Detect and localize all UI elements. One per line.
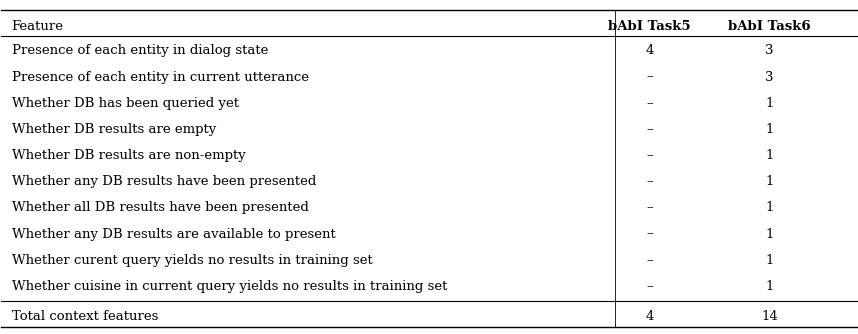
Text: –: – [646, 201, 653, 214]
Text: Whether any DB results are available to present: Whether any DB results are available to … [12, 227, 335, 240]
Text: Whether curent query yields no results in training set: Whether curent query yields no results i… [12, 254, 372, 267]
Text: –: – [646, 149, 653, 162]
Text: –: – [646, 280, 653, 293]
Text: –: – [646, 175, 653, 188]
Text: –: – [646, 123, 653, 136]
Text: Feature: Feature [12, 20, 63, 33]
Text: Whether all DB results have been presented: Whether all DB results have been present… [12, 201, 309, 214]
Text: Presence of each entity in current utterance: Presence of each entity in current utter… [12, 70, 309, 84]
Text: 4: 4 [645, 44, 654, 57]
Text: Whether DB results are empty: Whether DB results are empty [12, 123, 216, 136]
Text: 1: 1 [765, 280, 774, 293]
Text: –: – [646, 254, 653, 267]
Text: 1: 1 [765, 149, 774, 162]
Text: 1: 1 [765, 201, 774, 214]
Text: 1: 1 [765, 123, 774, 136]
Text: Whether any DB results have been presented: Whether any DB results have been present… [12, 175, 316, 188]
Text: 1: 1 [765, 254, 774, 267]
Text: 3: 3 [765, 70, 774, 84]
Text: –: – [646, 70, 653, 84]
Text: –: – [646, 227, 653, 240]
Text: 4: 4 [645, 310, 654, 323]
Text: 3: 3 [765, 44, 774, 57]
Text: –: – [646, 97, 653, 110]
Text: 1: 1 [765, 97, 774, 110]
Text: bAbI Task5: bAbI Task5 [608, 20, 691, 33]
Text: 1: 1 [765, 227, 774, 240]
Text: Total context features: Total context features [12, 310, 158, 323]
Text: Whether cuisine in current query yields no results in training set: Whether cuisine in current query yields … [12, 280, 447, 293]
Text: 14: 14 [761, 310, 777, 323]
Text: Whether DB has been queried yet: Whether DB has been queried yet [12, 97, 239, 110]
Text: bAbI Task6: bAbI Task6 [728, 20, 811, 33]
Text: Presence of each entity in dialog state: Presence of each entity in dialog state [12, 44, 268, 57]
Text: 1: 1 [765, 175, 774, 188]
Text: Whether DB results are non-empty: Whether DB results are non-empty [12, 149, 245, 162]
